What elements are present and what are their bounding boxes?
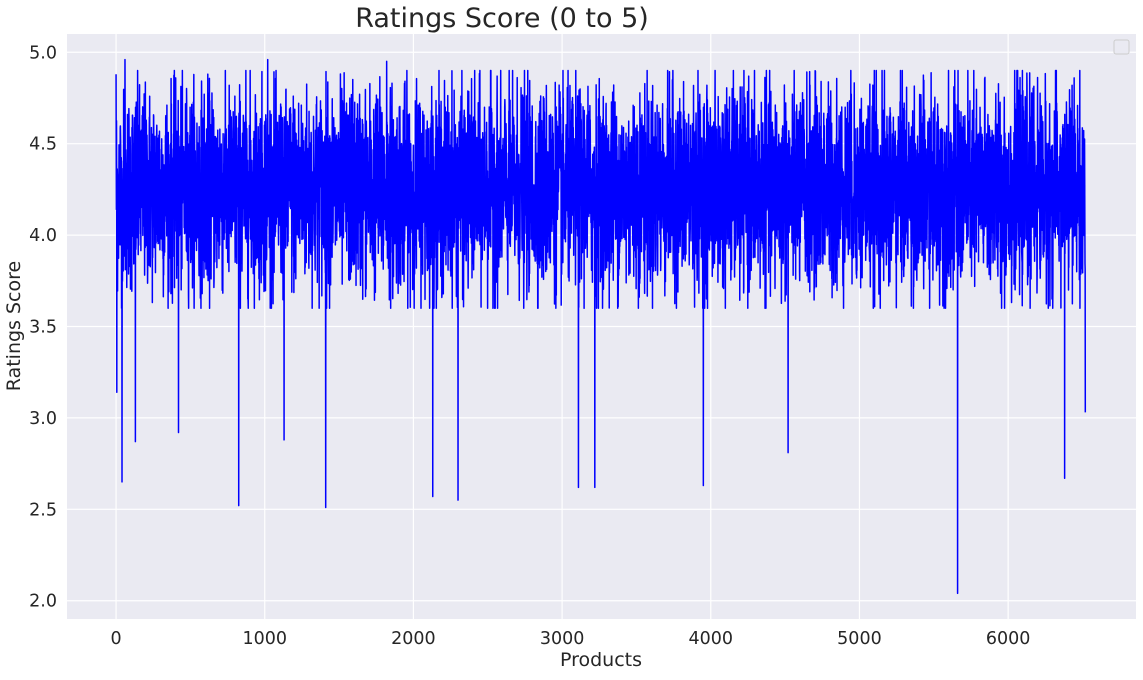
y-axis-label: Ratings Score (3, 261, 25, 391)
x-tick-label: 3000 (540, 629, 585, 649)
y-axis: 2.0 2.5 3.0 3.5 4.0 4.5 5.0 (29, 43, 57, 611)
y-tick-label: 3.5 (29, 318, 57, 338)
x-tick-label: 5000 (837, 629, 882, 649)
x-tick-label: 4000 (689, 629, 734, 649)
x-tick-label: 2000 (391, 629, 436, 649)
series-layer (115, 58, 1087, 595)
y-tick-label: 4.5 (29, 135, 57, 155)
series-line (115, 58, 1087, 595)
legend-box (1113, 39, 1130, 55)
y-tick-label: 4.0 (29, 226, 57, 246)
y-tick-label: 2.0 (29, 592, 57, 612)
x-tick-label: 0 (110, 629, 121, 649)
y-tick-label: 2.5 (29, 500, 57, 520)
x-tick-label: 1000 (242, 629, 287, 649)
x-axis: 0 1000 2000 3000 4000 5000 6000 (110, 629, 1030, 649)
chart-title: Ratings Score (0 to 5) (355, 3, 649, 34)
y-tick-label: 5.0 (29, 43, 57, 63)
x-axis-label: Products (560, 649, 642, 671)
x-tick-label: 6000 (986, 629, 1031, 649)
y-tick-label: 3.0 (29, 409, 57, 429)
